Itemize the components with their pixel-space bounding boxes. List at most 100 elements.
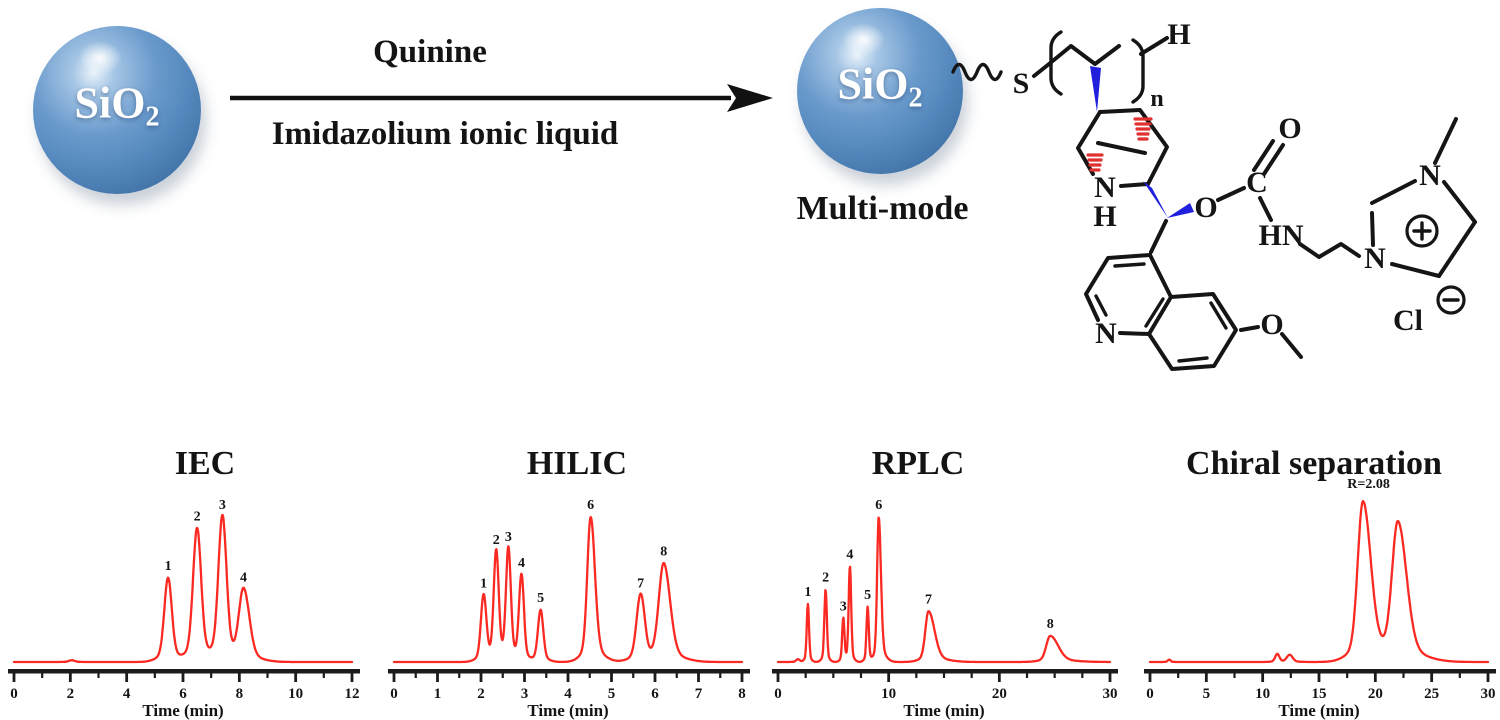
tick-label: 3 (521, 686, 529, 702)
chromatogram-trace (12, 513, 354, 664)
x-axis (8, 669, 360, 674)
resolution-annotation: R=2.08 (1347, 477, 1390, 492)
peak-number-label: 1 (804, 585, 811, 600)
stereo-wedge-backbone (1090, 66, 1101, 112)
tick-label: 0 (774, 686, 782, 702)
tick-label: 10 (881, 686, 896, 702)
sio2-label-product: SiO2 (797, 59, 963, 115)
x-axis-label: Time (min) (1278, 701, 1359, 720)
peak-number-label: 4 (240, 571, 247, 586)
hashed-wedge-1 (1133, 117, 1153, 141)
chromatogram-panel-rplc: RPLC Time (min) 0 10 20 30 1 2 3 4 5 6 7 8 (760, 420, 1140, 720)
quinoline-double-3 (1144, 297, 1165, 328)
peak-number-label: 4 (518, 556, 525, 571)
minus-charge-circle (1436, 285, 1466, 315)
peak-number-label: 2 (493, 533, 500, 548)
arrow-bottom-label: Imidazolium ionic liquid (271, 116, 619, 152)
tick-label: 6 (179, 686, 187, 702)
carbonyl-double-2 (1262, 143, 1285, 176)
tick-label: 0 (10, 686, 18, 702)
methoxy-o-label: O (1260, 308, 1283, 341)
silica-sphere-reactant: SiO2 (33, 26, 201, 194)
imidazolium-n1-label: N (1364, 242, 1386, 275)
quinoline-double-1 (1113, 262, 1146, 268)
peak-number-label: 5 (864, 588, 871, 603)
tick-label: 20 (1368, 686, 1383, 702)
im-bond-2 (1370, 179, 1417, 205)
peak-number-label: 8 (660, 544, 667, 559)
hashed-wedge-2 (1086, 153, 1104, 172)
quinuclidine-n-bond (1119, 182, 1150, 188)
peak-number-label: 8 (1047, 617, 1054, 632)
im-bond-4 (1437, 220, 1477, 278)
chromatogram-panel-iec: IEC Time (min) 0 2 4 6 8 10 12 1 2 3 4 (0, 420, 380, 720)
quinoline-n-label: N (1095, 317, 1117, 350)
chromatogram-plot-rplc: RPLC Time (min) 0 10 20 30 123 4 5 6 7 8 (772, 445, 1118, 720)
peak-number-label: 1 (165, 559, 172, 574)
arrow-head (727, 84, 773, 112)
chromatogram-panel-chiral: Chiral separation Time (min) 0 5 10 15 20 25 3… (1140, 420, 1500, 720)
tick-label: 12 (345, 686, 360, 702)
chloride-label: Cl (1393, 304, 1423, 337)
arrow-top-label: Quinine (373, 34, 487, 70)
im-bond-1 (1370, 211, 1375, 247)
tick-label: 10 (288, 686, 303, 702)
quinoline-double-5 (1177, 356, 1209, 363)
polymer-bracket-left (1049, 30, 1063, 96)
tick-label: 4 (564, 686, 572, 702)
im-bond-3 (1442, 180, 1477, 224)
tick-label: 6 (651, 686, 659, 702)
wavy-linker-bond (951, 62, 1003, 82)
peak-number-label: 7 (925, 592, 932, 607)
x-axis-label: Time (min) (142, 701, 223, 720)
peak-number-label: 3 (219, 498, 226, 513)
plus-charge-circle (1405, 214, 1439, 248)
x-axis-label: Time (min) (903, 701, 984, 720)
ch-quinoline-bond (1149, 219, 1168, 254)
carbonyl-o-label: O (1278, 112, 1301, 145)
terminal-h-bond (1139, 36, 1169, 56)
tick-label: 5 (1203, 686, 1211, 702)
tick-label: 8 (236, 686, 244, 702)
peak-number-label: 6 (587, 498, 594, 513)
polymer-bracket-right (1131, 38, 1145, 104)
quinoline-ring-b (1147, 292, 1238, 371)
sio2-label-sub: 2 (145, 101, 160, 133)
reaction-arrow (230, 84, 773, 112)
sio2-label-reactant: SiO2 (33, 78, 201, 134)
quinuclidine-bridge (1096, 141, 1147, 155)
tick-label: 0 (1146, 686, 1154, 702)
quinoline-double-2 (1094, 294, 1108, 317)
ester-o-label: O (1194, 191, 1217, 224)
repeat-n-label: n (1150, 86, 1163, 112)
peak-number-label: 1 (480, 576, 487, 591)
amide-hn-label: HN (1259, 219, 1304, 252)
chart-title: RPLC (872, 445, 965, 482)
chromatogram-trace (1148, 500, 1490, 664)
tick-label: 15 (1312, 686, 1327, 702)
peak-number-label: 3 (505, 530, 512, 545)
x-axis (1144, 669, 1496, 674)
sio2-label-main: SiO (74, 78, 146, 128)
quinoline-double-4 (1209, 301, 1228, 330)
peak-number-label: 5 (537, 591, 544, 606)
quinine-imidazolium-structure: S H n N H O C O HN (951, 18, 1477, 371)
ethylene-linker (1298, 242, 1361, 259)
stereo-wedge-ester (1167, 203, 1194, 218)
peak-number-label: 2 (194, 510, 201, 525)
im-bond-5 (1390, 262, 1441, 278)
stereo-wedge-ch (1143, 181, 1168, 218)
tick-label: 0 (390, 686, 398, 702)
tick-label: 2 (477, 686, 485, 702)
quinoline-ring-a (1084, 253, 1152, 322)
ester-bond (1216, 186, 1246, 202)
tick-label: 20 (992, 686, 1007, 702)
sio2-label-main: SiO (837, 59, 909, 109)
sulfur-atom-label: S (1013, 67, 1030, 100)
tick-label: 30 (1103, 686, 1118, 702)
carbonyl-double-1 (1252, 139, 1275, 172)
tick-label: 7 (695, 686, 703, 702)
